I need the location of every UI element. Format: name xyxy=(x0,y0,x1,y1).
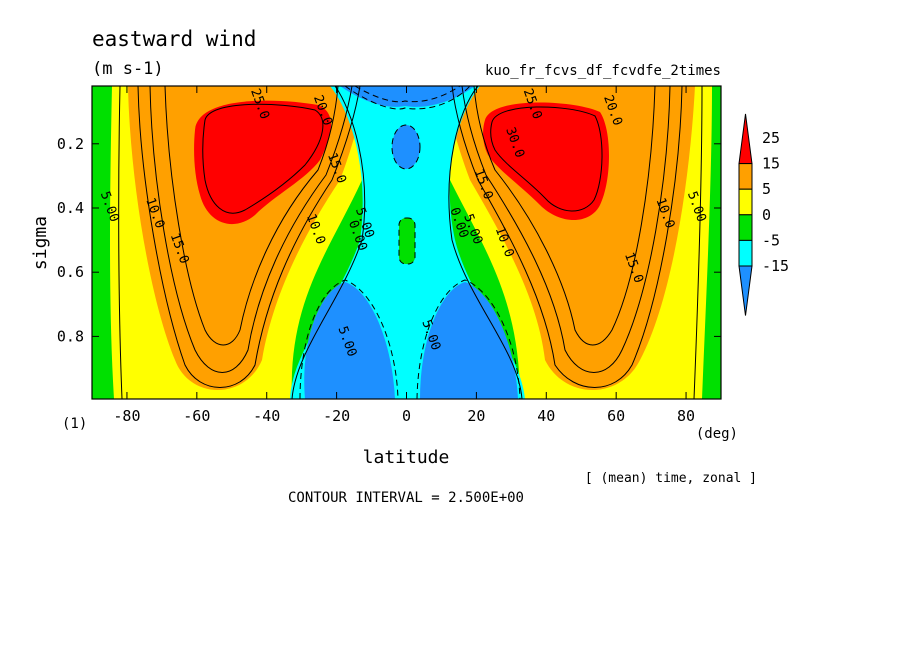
axes: -80 -60 -40 -20 0 20 40 60 80 0.2 0.4 0.6 0.8 xyxy=(57,86,721,425)
y-tick-label: 0.6 xyxy=(57,263,84,281)
y-tick-label: 0.8 xyxy=(57,327,84,345)
band-blue-cell-upper xyxy=(392,125,420,169)
chart-title: eastward wind xyxy=(92,27,256,51)
colorbar-segment xyxy=(738,188,753,216)
colorbar-segment xyxy=(738,113,753,165)
colorbar: 25 15 5 0 -5 -15 xyxy=(738,113,789,316)
x-tick-label: 80 xyxy=(677,407,695,425)
colorbar-label: -15 xyxy=(762,257,789,275)
colorbar-label: 0 xyxy=(762,206,771,224)
colorbar-label: -5 xyxy=(762,231,780,249)
band-blue-bottom-right xyxy=(420,282,518,399)
colorbar-label: 5 xyxy=(762,180,771,198)
contour-field xyxy=(92,86,721,399)
band-blue-bottom-left xyxy=(304,282,395,399)
x-tick-label: 40 xyxy=(537,407,555,425)
y-axis-unit: (1) xyxy=(62,416,87,432)
units-label: (m s-1) xyxy=(92,59,164,79)
colorbar-segment xyxy=(738,214,753,241)
experiment-label: kuo_fr_fcvs_df_fcvdfe_2times xyxy=(485,63,721,79)
x-tick-label: 20 xyxy=(467,407,485,425)
y-axis-title: sigma xyxy=(30,216,51,270)
x-tick-label: -20 xyxy=(323,407,350,425)
band-blue-top xyxy=(340,86,475,107)
band-green-cell-middle xyxy=(399,218,415,264)
y-tick-label: 0.2 xyxy=(57,135,84,153)
band-red-right xyxy=(483,102,609,220)
x-tick-label: -40 xyxy=(253,407,280,425)
x-axis-unit: (deg) xyxy=(696,426,738,442)
colorbar-segment xyxy=(738,163,753,190)
band-red-left xyxy=(194,100,332,225)
y-tick-label: 0.4 xyxy=(57,199,84,217)
x-tick-label: 0 xyxy=(402,407,411,425)
colorbar-segment xyxy=(738,265,753,316)
x-tick-label: 60 xyxy=(607,407,625,425)
x-tick-label: -60 xyxy=(183,407,210,425)
x-axis-title: latitude xyxy=(363,447,450,468)
colorbar-label: 15 xyxy=(762,155,780,173)
averaging-note: [ (mean) time, zonal ] xyxy=(585,471,757,486)
x-tick-label: -80 xyxy=(113,407,140,425)
contour-interval-note: CONTOUR INTERVAL = 2.500E+00 xyxy=(288,490,524,506)
colorbar-label: 25 xyxy=(762,129,780,147)
colorbar-segment xyxy=(738,239,753,267)
contour-lines xyxy=(118,86,703,399)
